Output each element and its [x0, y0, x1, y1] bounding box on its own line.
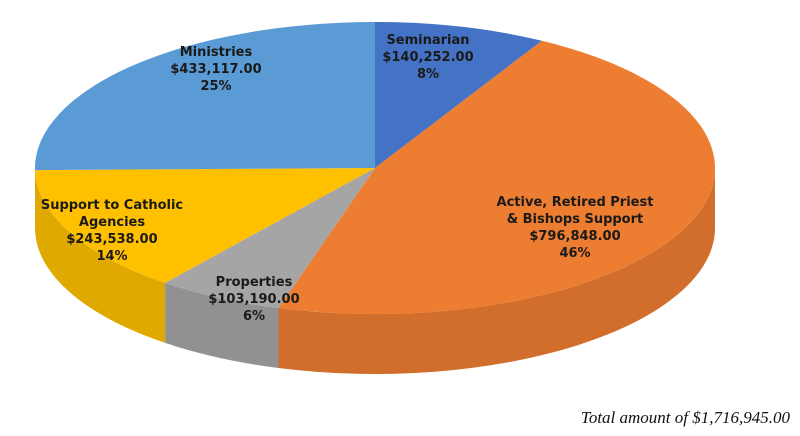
pie-slice-4: [35, 168, 375, 283]
pie-slice-5: [35, 22, 375, 171]
pie-side-walls: [35, 168, 715, 374]
slice-label-1: Seminarian $140,252.00 8%: [382, 33, 473, 82]
slice-label-5: Ministries $433,117.00 25%: [170, 45, 261, 94]
slice-label-2: Active, Retired Priest & Bishops Support $…: [497, 195, 654, 261]
total-amount-note: Total amount of $1,716,945.00: [580, 408, 790, 427]
pie-side-2: [278, 168, 715, 374]
pie-slice-1: [375, 22, 542, 168]
slice-labels: Seminarian $140,252.00 8% Active, Retired P…: [41, 33, 654, 324]
pie-top: [35, 22, 715, 314]
pie-side-3: [165, 282, 279, 368]
pie-side-4: [35, 170, 166, 343]
slice-label-3: Properties $103,190.00 6%: [208, 275, 299, 324]
pie-slice-3: [165, 168, 375, 308]
pie-slice-2: [278, 40, 715, 314]
slice-label-4: Support to Catholic Agencies $243,538.00 14…: [41, 198, 183, 264]
